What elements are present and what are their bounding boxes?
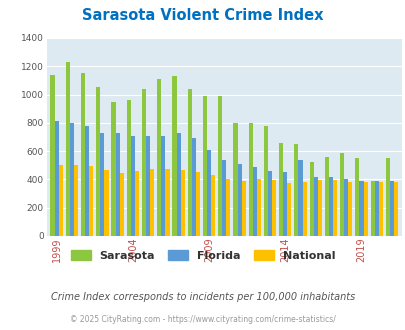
Bar bbox=[81, 73, 85, 236]
Bar bbox=[237, 164, 241, 236]
Bar bbox=[294, 144, 298, 236]
Bar bbox=[256, 180, 260, 236]
Bar bbox=[287, 183, 291, 236]
Bar bbox=[54, 121, 58, 236]
Bar bbox=[271, 180, 275, 236]
Bar bbox=[96, 87, 100, 236]
Bar bbox=[328, 177, 332, 236]
Bar bbox=[267, 171, 271, 236]
Bar bbox=[385, 158, 389, 236]
Bar bbox=[393, 182, 397, 236]
Bar bbox=[283, 172, 287, 236]
Bar bbox=[263, 126, 267, 236]
Bar bbox=[172, 76, 176, 236]
Bar bbox=[370, 181, 374, 236]
Bar bbox=[165, 169, 169, 236]
Bar bbox=[339, 153, 343, 236]
Bar bbox=[343, 179, 347, 236]
Bar bbox=[347, 182, 352, 236]
Bar bbox=[191, 138, 195, 236]
Bar bbox=[241, 181, 245, 236]
Bar bbox=[332, 180, 337, 236]
Bar bbox=[142, 89, 146, 236]
Bar bbox=[389, 181, 393, 236]
Bar bbox=[104, 170, 108, 236]
Bar bbox=[180, 170, 184, 236]
Bar bbox=[222, 160, 226, 236]
Bar bbox=[74, 165, 78, 236]
Bar bbox=[187, 89, 191, 236]
Bar bbox=[50, 75, 54, 236]
Bar bbox=[70, 123, 74, 236]
Text: © 2025 CityRating.com - https://www.cityrating.com/crime-statistics/: © 2025 CityRating.com - https://www.city… bbox=[70, 315, 335, 324]
Bar bbox=[226, 179, 230, 236]
Bar bbox=[363, 182, 367, 236]
Bar bbox=[134, 171, 139, 236]
Bar bbox=[58, 165, 63, 236]
Bar bbox=[317, 180, 321, 236]
Bar bbox=[202, 96, 207, 236]
Bar bbox=[324, 157, 328, 236]
Bar bbox=[157, 79, 161, 236]
Bar bbox=[302, 182, 306, 236]
Bar bbox=[374, 181, 378, 236]
Bar bbox=[248, 123, 252, 236]
Bar bbox=[298, 160, 302, 236]
Bar bbox=[252, 167, 256, 236]
Text: Crime Index corresponds to incidents per 100,000 inhabitants: Crime Index corresponds to incidents per… bbox=[51, 292, 354, 302]
Bar bbox=[89, 166, 93, 236]
Bar bbox=[309, 162, 313, 236]
Bar bbox=[119, 173, 124, 236]
Bar bbox=[207, 150, 211, 236]
Bar bbox=[176, 133, 180, 236]
Bar bbox=[195, 172, 200, 236]
Bar bbox=[211, 175, 215, 236]
Bar bbox=[358, 181, 363, 236]
Legend: Sarasota, Florida, National: Sarasota, Florida, National bbox=[68, 248, 337, 263]
Bar bbox=[378, 182, 382, 236]
Bar bbox=[66, 62, 70, 236]
Bar bbox=[130, 136, 134, 236]
Text: Sarasota Violent Crime Index: Sarasota Violent Crime Index bbox=[82, 8, 323, 23]
Bar bbox=[115, 133, 119, 236]
Bar bbox=[279, 143, 283, 236]
Bar bbox=[85, 126, 89, 236]
Bar bbox=[126, 100, 130, 236]
Bar bbox=[111, 102, 115, 236]
Bar bbox=[100, 133, 104, 236]
Bar bbox=[161, 136, 165, 236]
Bar bbox=[146, 136, 150, 236]
Bar bbox=[150, 169, 154, 236]
Bar bbox=[217, 96, 222, 236]
Bar bbox=[233, 123, 237, 236]
Bar bbox=[354, 158, 358, 236]
Bar bbox=[313, 177, 317, 236]
